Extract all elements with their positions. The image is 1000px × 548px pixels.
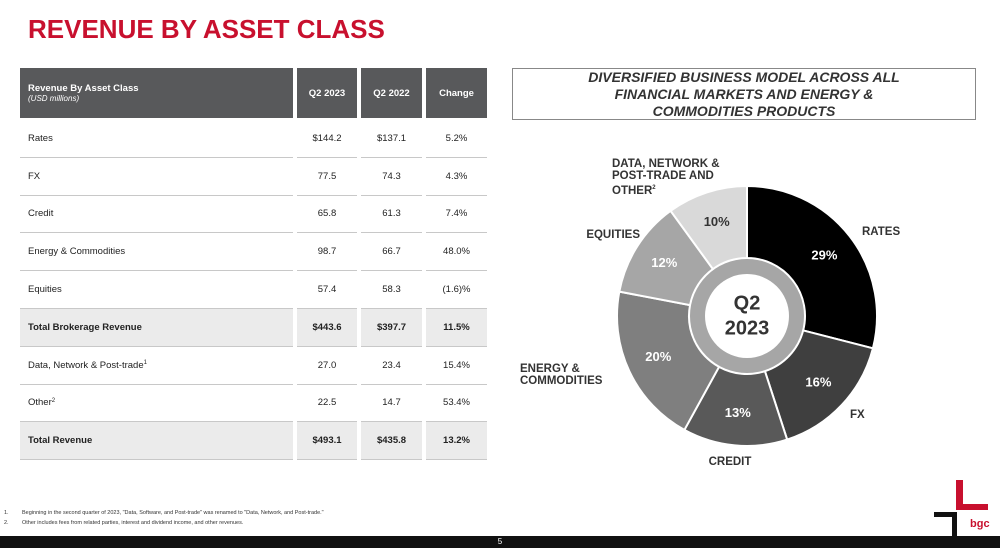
category-label: RATES	[862, 226, 922, 238]
category-label: EQUITIES	[560, 229, 640, 241]
table-cell: (1.6)%	[426, 271, 487, 309]
row-label: Data, Network & Post-trade	[28, 359, 144, 371]
center-hole	[705, 274, 789, 358]
table-cell: 65.8	[297, 196, 357, 234]
logo-shape	[934, 512, 956, 517]
row-label: Credit	[28, 208, 54, 220]
footnotes: 1. Beginning in the second quarter of 202…	[0, 508, 324, 528]
table-cell: 13.2%	[426, 422, 487, 461]
table-cell: 5.2%	[426, 120, 487, 158]
logo-shape	[956, 504, 988, 510]
table-cell: 61.3	[361, 196, 422, 234]
header-sublabel: (USD millions)	[28, 94, 80, 103]
table-cell: 27.0	[297, 347, 357, 385]
column-header: Q2 2022	[361, 68, 422, 118]
value-label: 10%	[704, 214, 730, 229]
table-cell: $435.8	[361, 422, 422, 461]
donut-slice	[616, 290, 721, 432]
category-text: DATA, NETWORK & POST-TRADE AND OTHER	[612, 158, 720, 197]
footer-bar	[0, 536, 1000, 548]
table-cell: 4.3%	[426, 158, 487, 196]
row-label-cell: Rates	[20, 120, 293, 158]
logo: bgc	[934, 480, 990, 536]
row-label-cell: Credit	[20, 196, 293, 234]
row-label: Total Brokerage Revenue	[28, 321, 142, 333]
table-cell: $144.2	[297, 120, 357, 158]
footnote: 1. Beginning in the second quarter of 202…	[0, 508, 324, 518]
value-label: 12%	[651, 255, 677, 270]
row-label: Equities	[28, 284, 62, 296]
footnote: 2. Other includes fees from related parti…	[0, 518, 324, 528]
row-label-cell: Total Brokerage Revenue	[20, 309, 293, 347]
table-cell: 7.4%	[426, 196, 487, 234]
row-label-cell: Equities	[20, 271, 293, 309]
category-label: ENERGY & COMMODITIES	[520, 363, 625, 387]
category-text: EQUITIES	[586, 229, 640, 241]
slide-title: REVENUE BY ASSET CLASS	[28, 14, 385, 44]
table-cell: $493.1	[297, 422, 357, 461]
value-label: 29%	[811, 247, 837, 262]
footnote-text: Other includes fees from related parties…	[22, 520, 244, 526]
category-text: CREDIT	[708, 456, 752, 468]
logo-shape	[956, 480, 963, 510]
category-text: ENERGY & COMMODITIES	[520, 363, 603, 387]
sup: 2	[51, 397, 56, 404]
footnote-text: Beginning in the second quarter of 2023,…	[22, 510, 324, 516]
table-cell: 77.5	[297, 158, 357, 196]
page-number: 5	[497, 537, 503, 546]
logo-shape	[952, 512, 957, 536]
logo-text: bgc	[970, 518, 990, 530]
row-label-cell: Data, Network & Post-trade 1	[20, 347, 293, 385]
footnote-number: 2.	[4, 520, 9, 526]
sup: 1	[143, 359, 147, 366]
table-cell: 58.3	[361, 271, 422, 309]
table-cell: 15.4%	[426, 347, 487, 385]
category-label: DATA, NETWORK & POST-TRADE AND OTHER2	[612, 158, 742, 197]
table-cell: $397.7	[361, 309, 422, 347]
category-text: FX	[850, 409, 865, 421]
value-label: 20%	[645, 349, 671, 364]
table-cell: 53.4%	[426, 385, 487, 423]
row-label-cell: FX	[20, 158, 293, 196]
table-cell: 23.4	[361, 347, 422, 385]
header-label: Revenue By Asset Class	[28, 83, 139, 94]
category-text: RATES	[862, 226, 901, 238]
row-label: Energy & Commodities	[28, 246, 126, 258]
row-label: Rates	[28, 132, 53, 144]
table-cell: 98.7	[297, 233, 357, 272]
table-cell: $443.6	[297, 309, 357, 347]
center-label: Q2	[734, 292, 761, 314]
chart-title: DIVERSIFIED BUSINESS MODEL ACROSS ALL FI…	[512, 68, 976, 120]
row-label-cell: Energy & Commodities	[20, 233, 293, 272]
center-label: 2023	[725, 317, 770, 339]
category-label: FX	[850, 409, 880, 421]
table-cell: 14.7	[361, 385, 422, 423]
row-label: Total Revenue	[28, 435, 93, 447]
table-cell: $137.1	[361, 120, 422, 158]
column-header: Q2 2023	[297, 68, 357, 118]
value-label: 16%	[805, 375, 831, 390]
donut-slice	[669, 184, 748, 271]
table-cell: 22.5	[297, 385, 357, 423]
donut-slice	[746, 184, 878, 350]
table-cell: 48.0%	[426, 233, 487, 272]
table-cell: 74.3	[361, 158, 422, 196]
table-cell: 66.7	[361, 233, 422, 272]
footnote-number: 1.	[4, 510, 9, 516]
value-label: 13%	[725, 405, 751, 420]
column-header: Change	[426, 68, 487, 118]
row-label-cell: Other 2	[20, 385, 293, 423]
header-label-cell: Revenue By Asset Class (USD millions)	[20, 68, 293, 118]
category-superscript: 2	[652, 185, 656, 191]
table-cell: 11.5%	[426, 309, 487, 347]
row-label-cell: Total Revenue	[20, 422, 293, 461]
row-label: FX	[28, 170, 41, 182]
row-label: Other	[28, 397, 52, 409]
category-label: CREDIT	[700, 456, 760, 468]
table-cell: 57.4	[297, 271, 357, 309]
